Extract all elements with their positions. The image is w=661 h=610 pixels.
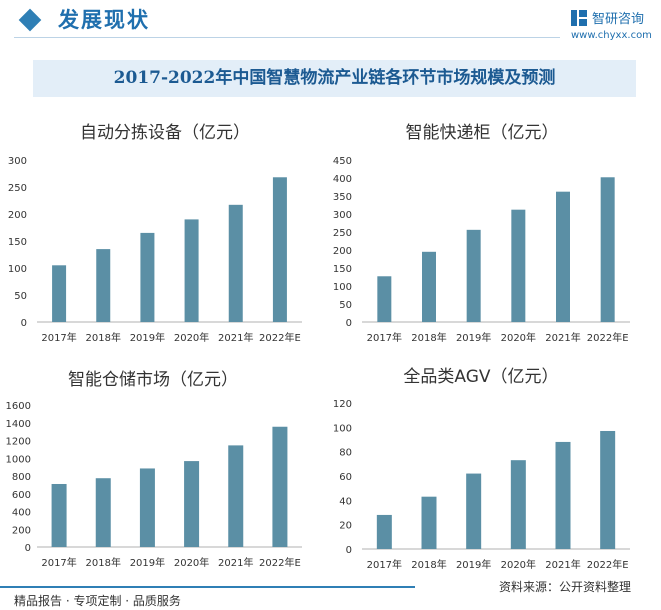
chart-1-title: 智能快递柜（亿元） bbox=[406, 123, 559, 143]
chart-2-bar bbox=[228, 445, 244, 547]
brand-logo-icon bbox=[571, 10, 587, 26]
chart-0-category-label: 2017年 bbox=[41, 331, 76, 344]
chart-1-bar bbox=[377, 276, 392, 322]
chart-1-category-label: 2017年 bbox=[367, 331, 402, 344]
chart-3-ytick-label: 60 bbox=[339, 472, 352, 483]
chart-1-bar bbox=[511, 209, 526, 322]
chart-0-bar bbox=[228, 204, 243, 322]
chart-0-ytick-label: 250 bbox=[8, 183, 27, 194]
chart-2-ytick-label: 200 bbox=[12, 525, 31, 536]
chart-1-ytick-label: 150 bbox=[333, 264, 352, 275]
chart-2-category-label: 2019年 bbox=[130, 556, 165, 569]
chart-2-category-label: 2018年 bbox=[86, 556, 121, 569]
chart-1-ytick-label: 300 bbox=[333, 210, 352, 221]
chart-0-bar bbox=[140, 232, 155, 322]
chart-2-bar bbox=[51, 483, 67, 547]
chart-2-bar bbox=[139, 468, 155, 547]
chart-2-bar bbox=[95, 478, 111, 547]
banner-title: 2017-2022年中国智慧物流产业链各环节市场规模及预测 bbox=[113, 68, 556, 88]
chart-3-category-label: 2022年E bbox=[587, 558, 629, 571]
chart-0-ytick-label: 150 bbox=[8, 237, 27, 248]
chart-1-ytick-label: 50 bbox=[339, 300, 352, 311]
chart-0-title: 自动分拣设备（亿元） bbox=[80, 123, 250, 143]
chart-3-ytick-label: 0 bbox=[346, 545, 352, 556]
chart-2-bar bbox=[184, 461, 200, 547]
chart-2-ytick-label: 600 bbox=[12, 490, 31, 501]
section-title: 发展现状 bbox=[58, 7, 150, 32]
chart-1-ytick-label: 100 bbox=[333, 282, 352, 293]
chart-0-category-label: 2020年 bbox=[174, 331, 209, 344]
chart-3-ytick-label: 20 bbox=[339, 521, 352, 532]
brand-name: 智研咨询 bbox=[592, 12, 645, 27]
chart-2-title: 智能仓储市场（亿元） bbox=[68, 370, 238, 390]
chart-0-bar bbox=[96, 249, 111, 322]
chart-2-category-label: 2020年 bbox=[174, 556, 209, 569]
chart-2-ytick-label: 800 bbox=[12, 472, 31, 483]
chart-3-category-label: 2018年 bbox=[411, 558, 446, 571]
chart-3-bar bbox=[466, 473, 482, 549]
chart-1-ytick-label: 450 bbox=[333, 156, 352, 167]
chart-2-bar bbox=[272, 426, 288, 547]
chart-0-ytick-label: 300 bbox=[8, 156, 27, 167]
chart-2-ytick-label: 1000 bbox=[6, 454, 31, 465]
chart-2-category-label: 2017年 bbox=[41, 556, 76, 569]
chart-0-category-label: 2018年 bbox=[86, 331, 121, 344]
chart-3-ytick-label: 40 bbox=[339, 496, 352, 507]
chart-0-ytick-label: 200 bbox=[8, 210, 27, 221]
chart-1-bar bbox=[556, 191, 570, 322]
chart-0-ytick-label: 50 bbox=[14, 291, 27, 302]
chart-3-category-label: 2020年 bbox=[501, 558, 536, 571]
chart-0-ytick-label: 100 bbox=[8, 264, 27, 275]
chart-1-category-label: 2022年E bbox=[587, 331, 629, 344]
chart-1-ytick-label: 200 bbox=[333, 246, 352, 257]
chart-1-category-label: 2018年 bbox=[411, 331, 446, 344]
chart-3-category-label: 2019年 bbox=[456, 558, 491, 571]
chart-0-category-label: 2019年 bbox=[130, 331, 165, 344]
chart-1-ytick-label: 350 bbox=[333, 192, 352, 203]
chart-2-ytick-label: 1400 bbox=[6, 419, 31, 430]
chart-3-bar bbox=[555, 441, 571, 549]
brand-url[interactable]: www.chyxx.com bbox=[571, 30, 652, 41]
chart-2-ytick-label: 400 bbox=[12, 508, 31, 519]
chart-2-ytick-label: 1200 bbox=[6, 437, 31, 448]
chart-1-bar bbox=[600, 177, 615, 322]
chart-3-ytick-label: 100 bbox=[333, 423, 352, 434]
chart-3-bar bbox=[600, 430, 616, 549]
chart-0-bar bbox=[184, 219, 199, 322]
chart-0-category-label: 2022年E bbox=[259, 331, 301, 344]
chart-2-category-label: 2021年 bbox=[218, 556, 253, 569]
chart-3-ytick-label: 80 bbox=[339, 448, 352, 459]
footer-source: 资料来源：公开资料整理 bbox=[499, 580, 632, 594]
chart-1-bar bbox=[422, 251, 436, 322]
chart-3-category-label: 2017年 bbox=[367, 558, 402, 571]
banner: 2017-2022年中国智慧物流产业链各环节市场规模及预测 bbox=[33, 60, 636, 97]
chart-0-bar bbox=[52, 265, 67, 322]
chart-1-category-label: 2020年 bbox=[501, 331, 536, 344]
chart-3-bar bbox=[421, 496, 437, 549]
chart-3-ytick-label: 120 bbox=[333, 399, 352, 410]
chart-1-ytick-label: 400 bbox=[333, 174, 352, 185]
chart-3-title: 全品类AGV（亿元） bbox=[403, 367, 558, 387]
chart-1-category-label: 2019年 bbox=[456, 331, 491, 344]
chart-0-ytick-label: 0 bbox=[21, 318, 27, 329]
chart-1-bar bbox=[466, 229, 481, 322]
chart-2-ytick-label: 1600 bbox=[6, 401, 31, 412]
chart-3-category-label: 2021年 bbox=[545, 558, 580, 571]
header-divider bbox=[14, 37, 560, 38]
chart-1-ytick-label: 250 bbox=[333, 228, 352, 239]
chart-2-ytick-label: 0 bbox=[25, 543, 31, 554]
footer-tagline: 精品报告 · 专项定制 · 品质服务 bbox=[14, 594, 181, 608]
chart-1-category-label: 2021年 bbox=[545, 331, 580, 344]
chart-0-category-label: 2021年 bbox=[218, 331, 253, 344]
chart-2-category-label: 2022年E bbox=[259, 556, 301, 569]
chart-1-ytick-label: 0 bbox=[346, 318, 352, 329]
footer-divider bbox=[0, 586, 415, 588]
chart-3-bar bbox=[510, 460, 526, 549]
chart-0-bar bbox=[272, 177, 287, 322]
chart-3-bar bbox=[376, 514, 392, 549]
